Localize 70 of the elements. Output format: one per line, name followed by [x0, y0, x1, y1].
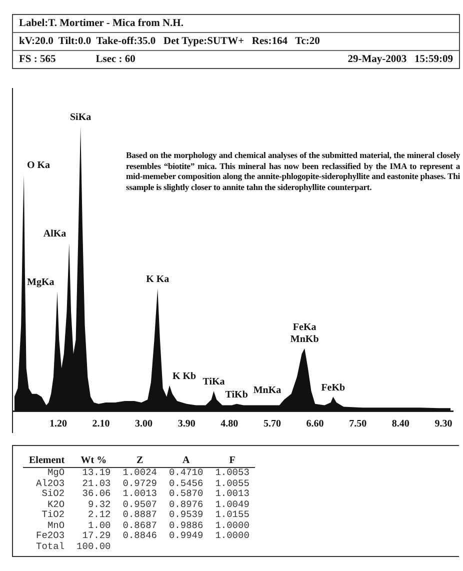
text: Element	[23, 454, 71, 468]
data-label: 13.19	[81, 467, 112, 478]
data-label: 1.0155	[214, 509, 250, 520]
data-label: 0.9507	[122, 498, 158, 510]
category-label: MgO	[46, 467, 66, 478]
annotation: MnKa	[253, 385, 282, 396]
annotation: AlKa	[43, 228, 66, 240]
category-label: SiO2	[40, 488, 66, 500]
data-label: 1.0000	[214, 520, 250, 531]
data-label: 36.06	[81, 488, 112, 500]
category-label: K2O	[46, 498, 66, 510]
annotation: O Ka	[26, 160, 50, 172]
x-tick-label: 9.30	[434, 418, 452, 430]
category-label: Al2O3	[35, 478, 66, 489]
data-label: 0.8846	[122, 530, 158, 542]
data-label: 1.0024	[122, 467, 158, 478]
text: A	[162, 454, 210, 468]
category-label: MnO	[46, 520, 66, 531]
data-label: 0.8887	[122, 509, 158, 520]
x-tick-label: 3.00	[135, 418, 153, 430]
x-tick-label: 8.40	[392, 418, 410, 430]
data-label: 21.03	[81, 478, 112, 489]
annotation: FeKa	[292, 322, 316, 333]
text: 29-May-2003 15:59:09	[348, 54, 453, 65]
data-label: 100.00	[76, 540, 112, 552]
x-tick-label: 6.60	[306, 418, 324, 430]
data-label: 0.5870	[168, 488, 204, 500]
data-label: 0.8976	[168, 498, 204, 510]
chart-title: Label:T. Mortimer - Mica from N.H.	[13, 15, 459, 33]
text: F	[209, 454, 256, 468]
data-label: 1.0049	[214, 498, 250, 510]
category-label: Total	[35, 540, 66, 552]
chart-subtitle: kV:20.0 Tilt:0.0 Take-off:35.0 Det Type:SUTW+ Res:164 Tc:20	[13, 33, 459, 51]
data-label: 17.29	[81, 530, 112, 542]
data-label: 0.9729	[122, 478, 158, 489]
annotation: MnKb	[290, 334, 320, 345]
data-label: 2.12	[86, 509, 112, 520]
x-tick-label: 7.50	[349, 418, 367, 430]
data-label: 1.0013	[122, 488, 158, 500]
text: Lsec : 60	[96, 54, 136, 65]
annotation: MgKa	[27, 276, 54, 288]
text: Wt %	[70, 454, 117, 468]
category-label: Fe2O3	[35, 530, 66, 542]
data-label: 0.9949	[168, 530, 204, 542]
annotation: TiKa	[202, 376, 225, 388]
data-label: 0.8687	[122, 520, 158, 531]
data-label: 1.00	[86, 520, 112, 531]
data-label: 1.0013	[214, 488, 250, 500]
annotation: K Ka	[146, 274, 170, 286]
data-label: 0.5456	[168, 478, 204, 489]
data-label: 1.0055	[214, 478, 250, 489]
x-tick-label: 4.80	[220, 418, 238, 430]
text: FS : 565	[19, 54, 56, 65]
annotation: SiKa	[70, 112, 92, 123]
x-tick-label: 2.10	[92, 418, 110, 430]
annotation: K Kb	[172, 370, 197, 382]
x-tick-label: 5.70	[263, 418, 281, 430]
data-label: 0.9539	[168, 509, 204, 520]
annotation: FeKb	[321, 382, 346, 394]
data-label: 0.9886	[168, 520, 204, 531]
annotation: TiKb	[225, 389, 248, 400]
text: Z	[116, 454, 163, 468]
data-label: 1.0053	[214, 467, 250, 478]
x-tick-label: 1.20	[49, 418, 67, 430]
data-label: 1.0000	[214, 530, 250, 542]
data-label: 9.32	[86, 498, 112, 510]
x-tick-label: 3.90	[178, 418, 196, 430]
annotation: Based on the morphology and chemical analyses of the submitted material, the mineral closely resembles “biotite” mica. This mineral has now been reclassified by the IMA to represent a mid-memeber composition along the annite-phlogopite-siderophyllite and eastonite phases. Thi ssample is slightly closer to annite tahn the siderophyllite counterpart.	[126, 150, 460, 193]
data-label: 0.4710	[168, 467, 204, 478]
category-label: TiO2	[40, 509, 66, 520]
